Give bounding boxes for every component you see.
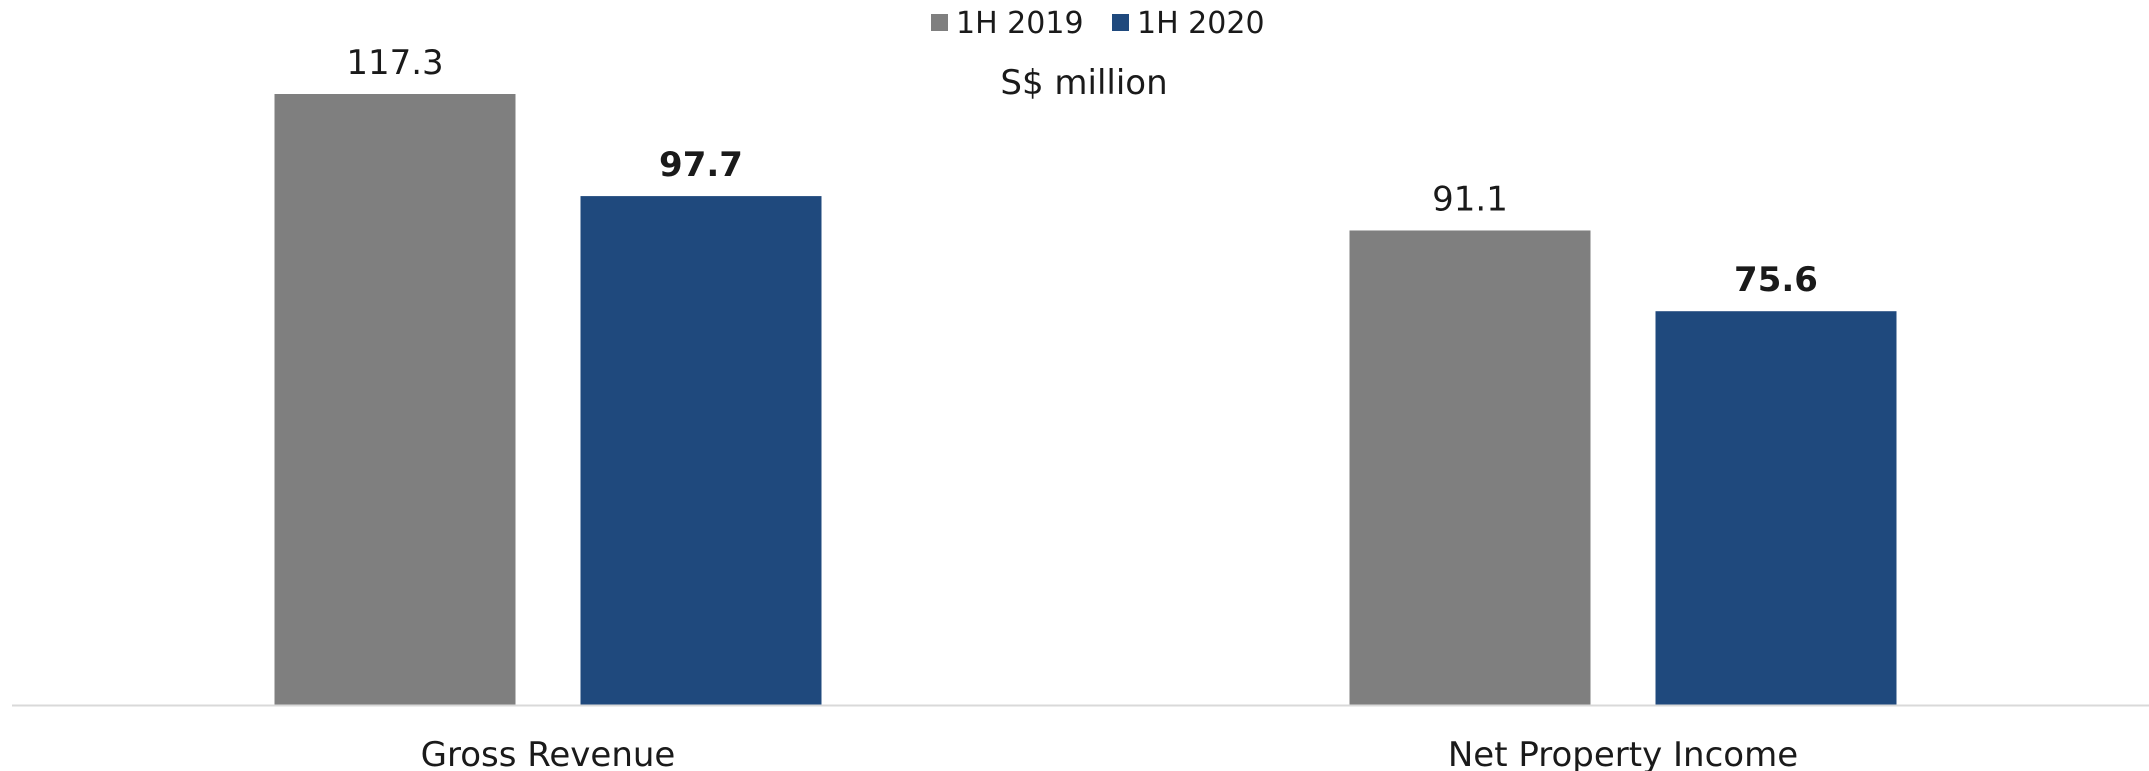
unit-label: S$ million bbox=[1000, 63, 1167, 103]
value-label-net-property-income-1h-2020: 75.6 bbox=[1734, 260, 1818, 300]
value-label-gross-revenue-1h-2020: 97.7 bbox=[659, 145, 743, 185]
x-tick-label-net-property-income: Net Property Income bbox=[1448, 735, 1798, 771]
x-tick-label-gross-revenue: Gross Revenue bbox=[421, 735, 676, 771]
legend: 1H 2019 1H 2020 bbox=[931, 6, 1265, 41]
bar-gross-revenue-1h-2020 bbox=[580, 196, 822, 705]
legend-swatch-1h-2019 bbox=[931, 14, 948, 31]
bar-net-property-income-1h-2020 bbox=[1655, 311, 1897, 705]
bars bbox=[274, 94, 1897, 705]
value-labels: 117.3 97.7 91.1 75.6 bbox=[346, 43, 1818, 300]
value-label-gross-revenue-1h-2019: 117.3 bbox=[346, 43, 443, 83]
legend-label-1h-2019: 1H 2019 bbox=[956, 6, 1084, 41]
value-label-net-property-income-1h-2019: 91.1 bbox=[1432, 179, 1508, 219]
bar-net-property-income-1h-2019 bbox=[1349, 230, 1591, 705]
bar-gross-revenue-1h-2019 bbox=[274, 94, 516, 705]
legend-label-1h-2020: 1H 2020 bbox=[1137, 6, 1265, 41]
legend-swatch-1h-2020 bbox=[1112, 14, 1129, 31]
